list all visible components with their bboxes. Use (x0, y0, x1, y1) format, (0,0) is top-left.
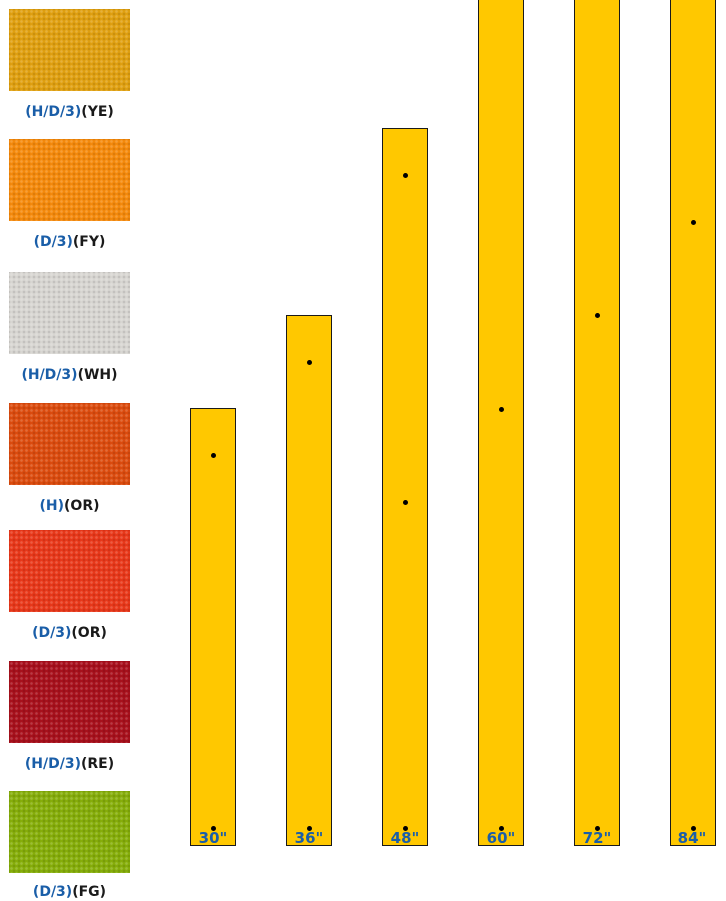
swatch-white (9, 272, 130, 354)
swatch-label: (H)(OR) (0, 497, 139, 515)
mounting-hole (306, 359, 312, 365)
mounting-hole (210, 452, 216, 458)
swatch-fluorescent-yellow (9, 139, 130, 221)
mounting-hole (402, 499, 408, 505)
swatch-fluorescent-green (9, 791, 130, 873)
swatch-yellow (9, 9, 130, 91)
swatch-color-code: (YE) (81, 104, 114, 120)
swatch-color-code: (FY) (72, 234, 106, 250)
post-60 (478, 0, 524, 846)
swatch-color-code: (OR) (64, 498, 100, 514)
swatch-orange (9, 403, 130, 485)
swatch-color-code: (OR) (71, 625, 107, 641)
swatch-label: (D/3)(FG) (0, 883, 139, 901)
mounting-hole (690, 219, 696, 225)
mounting-hole (402, 825, 408, 831)
mounting-hole (690, 825, 696, 831)
swatch-prefix: (H/D/3) (21, 367, 78, 383)
post-30 (190, 408, 236, 846)
length-label-60: 60" (486, 829, 516, 847)
post-84 (670, 0, 716, 846)
swatch-color-code: (RE) (80, 756, 115, 772)
swatch-color-code: (FG) (72, 884, 107, 900)
mounting-hole (594, 825, 600, 831)
swatch-prefix: (D/3) (32, 625, 72, 641)
swatch-label: (D/3)(OR) (0, 624, 139, 642)
swatch-prefix: (H/D/3) (25, 104, 82, 120)
swatch-red (9, 661, 130, 743)
swatch-label: (H/D/3)(WH) (0, 366, 139, 384)
mounting-hole (306, 825, 312, 831)
length-label-48: 48" (390, 829, 420, 847)
mounting-hole (210, 825, 216, 831)
post-72 (574, 0, 620, 846)
swatch-label: (H/D/3)(YE) (0, 103, 139, 121)
swatch-color-code: (WH) (77, 367, 118, 383)
mounting-hole (594, 312, 600, 318)
swatch-prefix: (D/3) (32, 884, 73, 900)
mounting-hole (498, 825, 504, 831)
swatch-label: (D/3)(FY) (0, 233, 139, 251)
swatch-prefix: (H/D/3) (24, 756, 81, 772)
length-label-72: 72" (582, 829, 612, 847)
swatch-prefix: (D/3) (33, 234, 73, 250)
length-label-30: 30" (198, 829, 228, 847)
mounting-hole (402, 172, 408, 178)
length-label-36: 36" (294, 829, 324, 847)
swatch-label: (H/D/3)(RE) (0, 755, 139, 773)
length-label-84: 84" (677, 829, 707, 847)
post-36 (286, 315, 332, 846)
swatch-orange-diamond (9, 530, 130, 612)
mounting-hole (498, 406, 504, 412)
post-48 (382, 128, 428, 846)
swatch-prefix: (H) (39, 498, 65, 514)
